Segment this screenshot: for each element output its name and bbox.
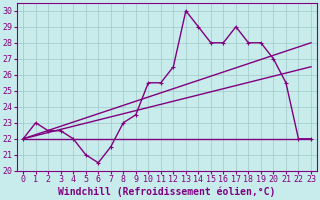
X-axis label: Windchill (Refroidissement éolien,°C): Windchill (Refroidissement éolien,°C) (58, 187, 276, 197)
